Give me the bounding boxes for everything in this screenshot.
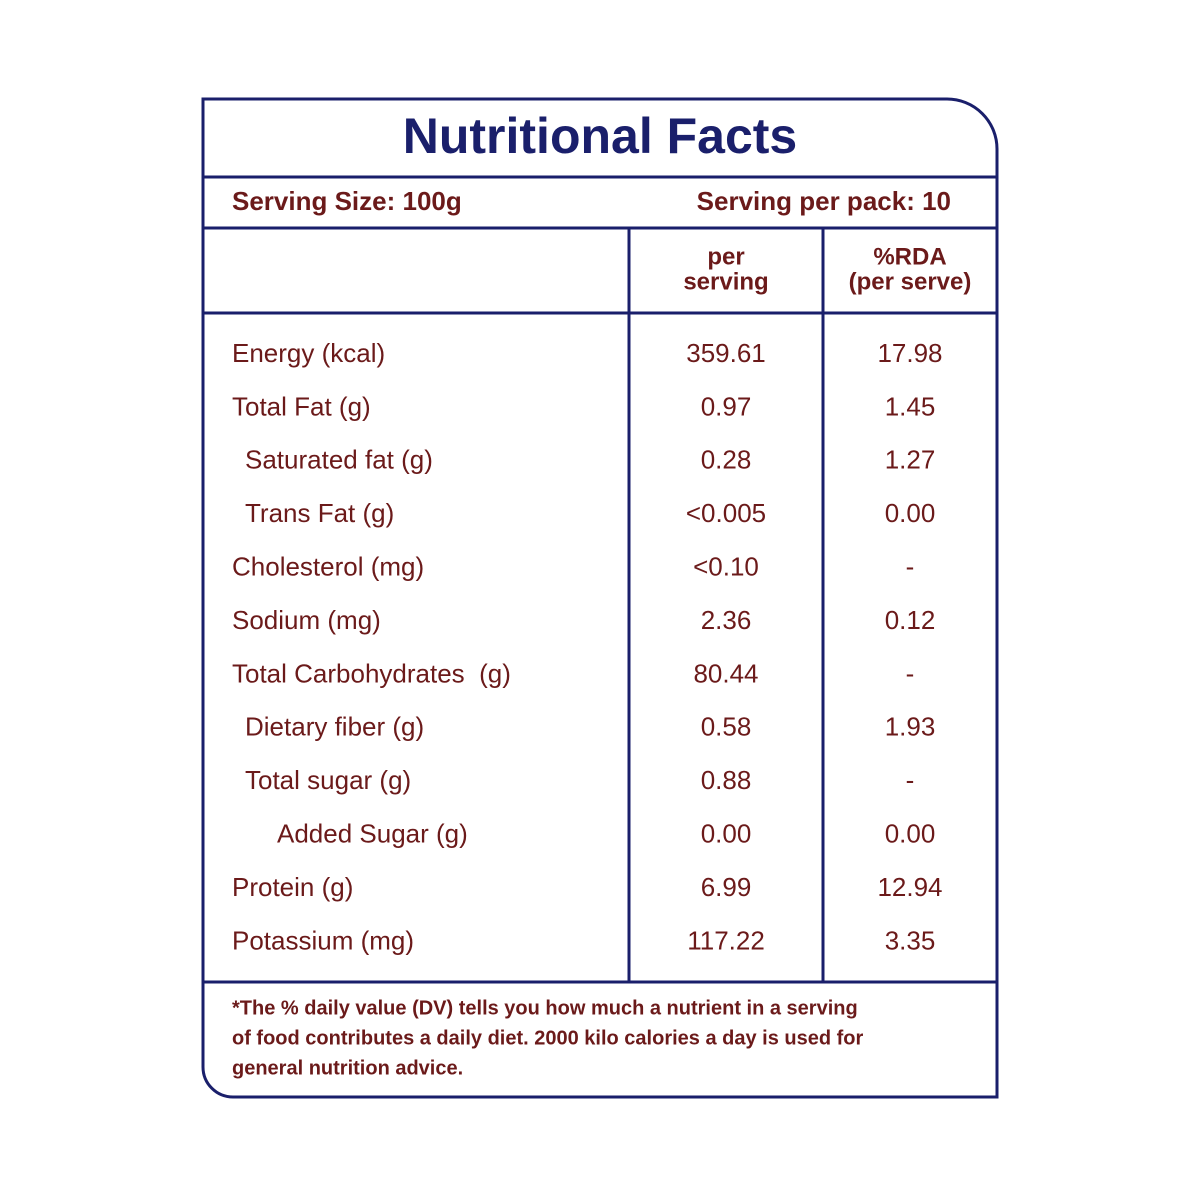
rda-value: 3.35	[885, 925, 936, 955]
nutrient: Sodium (mg)	[232, 605, 381, 635]
per-serving-value: 359.61	[686, 338, 766, 368]
per-serving-value: 0.28	[701, 445, 752, 475]
rda-value: 17.98	[877, 338, 942, 368]
per-serving-value: 0.88	[701, 765, 752, 795]
per-serving-value: <0.10	[693, 551, 759, 581]
rda-value: -	[906, 658, 915, 688]
footnote: general nutrition advice.	[232, 1057, 463, 1079]
per-serving-value: 0.97	[701, 391, 752, 421]
per-serving-value: 0.58	[701, 712, 752, 742]
per-serving-value: 80.44	[693, 658, 758, 688]
title: Nutritional Facts	[403, 108, 797, 164]
nutrient: Trans Fat (g)	[245, 498, 394, 528]
rda-value: 1.27	[885, 445, 936, 475]
rda-value: -	[906, 551, 915, 581]
table-body: Energy (kcal) Total Fat (g) Saturated fa…	[232, 338, 943, 955]
footnote: of food contributes a daily diet. 2000 k…	[232, 1027, 864, 1049]
per-serving-value: 0.00	[701, 818, 752, 848]
footnote: *The % daily value (DV) tells you how mu…	[232, 997, 858, 1019]
rda-value: 0.12	[885, 605, 936, 635]
nutrient: Saturated fat (g)	[245, 445, 433, 475]
column-header: per	[707, 243, 744, 270]
per-serving-value: <0.005	[686, 498, 766, 528]
nutrient: Protein (g)	[232, 872, 353, 902]
label-border	[201, 97, 999, 1099]
rda-value: 1.93	[885, 712, 936, 742]
column-header: %RDA	[873, 243, 946, 270]
per-serving-value: 117.22	[687, 925, 765, 955]
nutrient: Total Fat (g)	[232, 391, 371, 421]
column-header: serving	[683, 268, 768, 295]
rda-value: 0.00	[885, 818, 936, 848]
per-serving-value: 2.36	[701, 605, 752, 635]
nutrient: Energy (kcal)	[232, 338, 385, 368]
rda-value: -	[906, 765, 915, 795]
nutrient: Potassium (mg)	[232, 925, 414, 955]
serving-size: Serving Size: 100g	[232, 186, 462, 216]
nutrient: Total Carbohydrates (g)	[232, 658, 511, 688]
column-header: (per serve)	[849, 268, 972, 295]
nutrient: Added Sugar (g)	[277, 818, 468, 848]
nutrient: Cholesterol (mg)	[232, 551, 424, 581]
servings-per-pack: Serving per pack: 10	[697, 186, 951, 216]
nutrient: Dietary fiber (g)	[245, 712, 424, 742]
nutrient: Total sugar (g)	[245, 765, 411, 795]
rda-value: 12.94	[877, 872, 942, 902]
rda-value: 0.00	[885, 498, 936, 528]
rda-value: 1.45	[885, 391, 936, 421]
per-serving-value: 6.99	[701, 872, 752, 902]
